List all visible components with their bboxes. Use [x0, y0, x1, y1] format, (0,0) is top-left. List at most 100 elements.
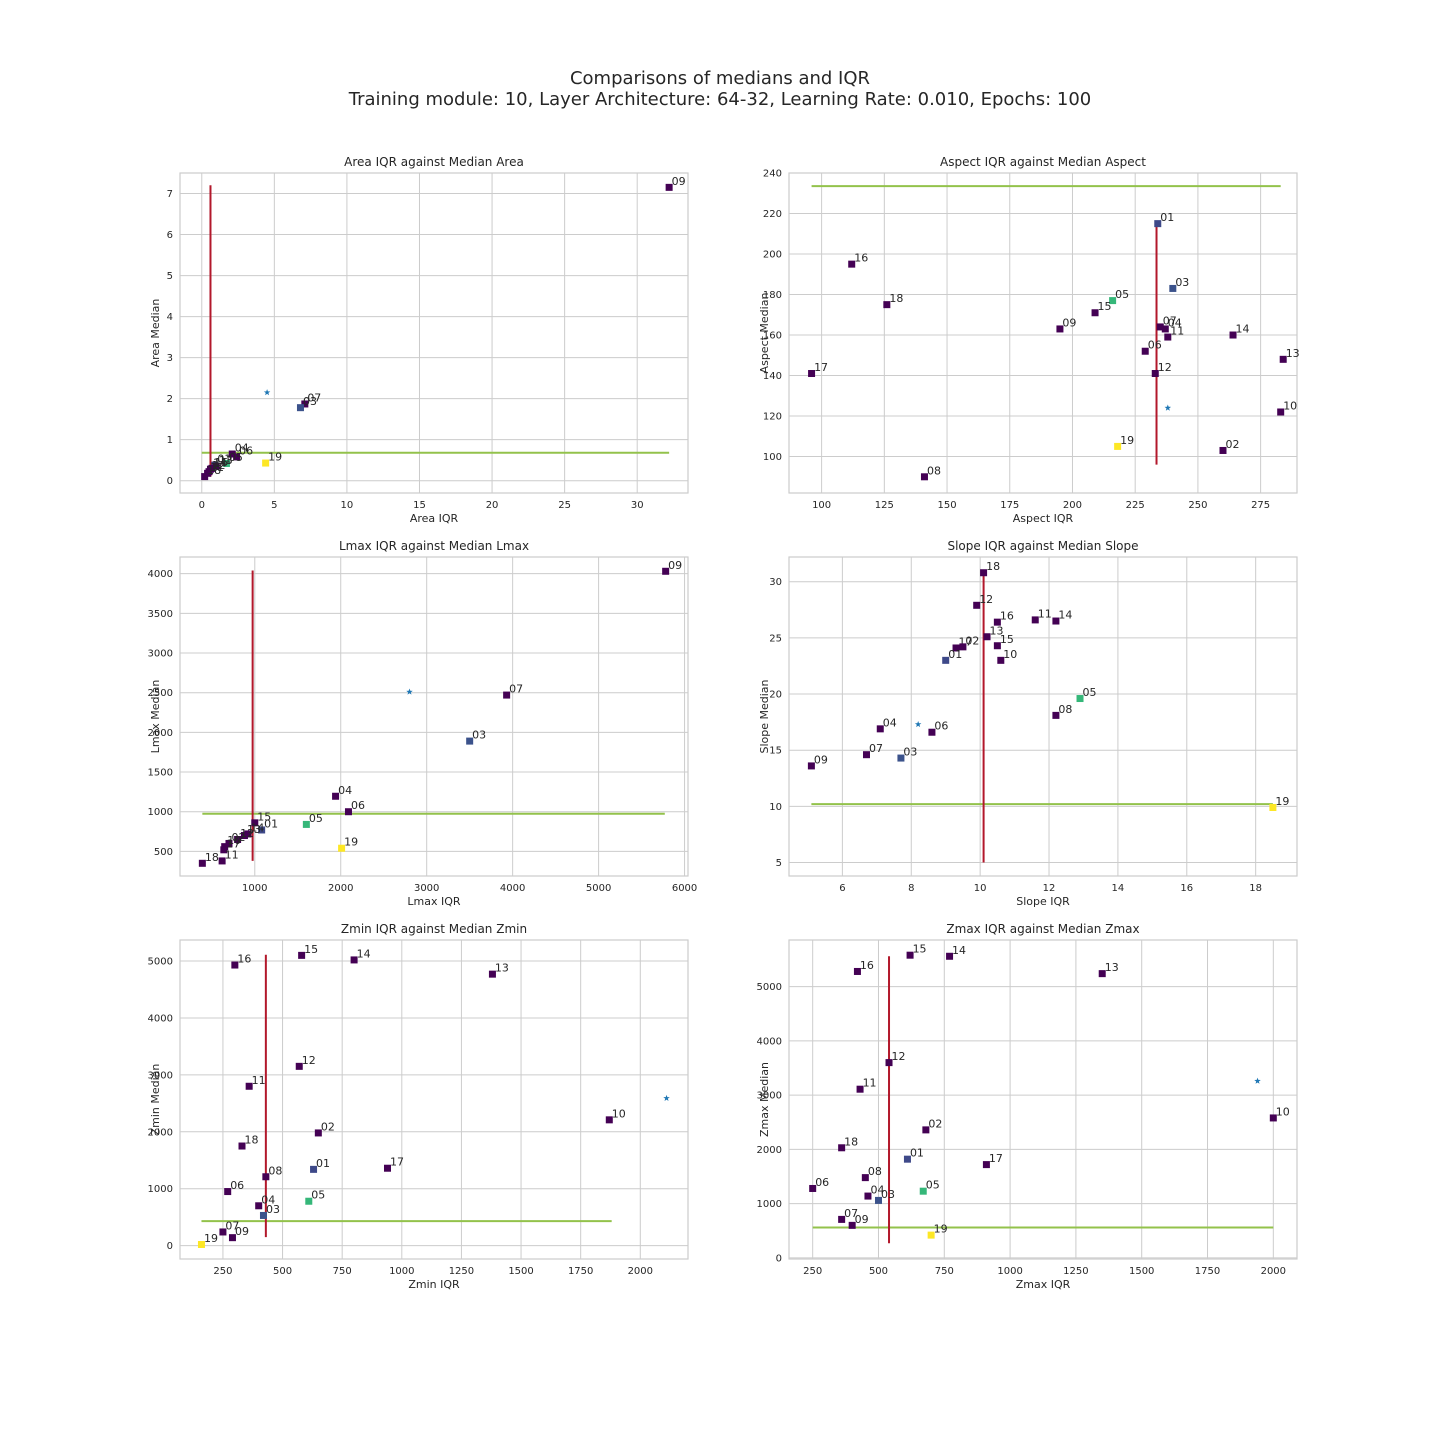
- data-point: [255, 1202, 263, 1210]
- data-point-label: 01: [948, 648, 962, 661]
- x-tick-label: 1000: [997, 1266, 1022, 1277]
- data-point-label: 18: [245, 1134, 259, 1147]
- y-tick-label: 0: [167, 476, 173, 487]
- y-tick-label: 200: [763, 250, 782, 261]
- data-point-label: 10: [1276, 1105, 1290, 1118]
- data-point: [338, 844, 346, 852]
- data-point: [982, 1161, 990, 1169]
- data-point-label: 01: [910, 1147, 924, 1160]
- y-tick-label: 160: [763, 331, 782, 342]
- data-point: [231, 961, 239, 969]
- data-point: [903, 1155, 911, 1163]
- data-point-label: 08: [927, 464, 941, 477]
- data-point: [861, 1174, 869, 1182]
- y-tick-label: 4000: [757, 1036, 782, 1047]
- data-point-label: 10: [1003, 648, 1017, 661]
- data-point-label: 01: [217, 453, 231, 466]
- y-axis-label: Lmax Median: [149, 680, 162, 754]
- x-tick-label: 2000: [628, 1266, 653, 1277]
- data-point-label: 02: [321, 1120, 335, 1133]
- data-point: [228, 450, 236, 458]
- y-tick-label: 1000: [148, 1184, 173, 1195]
- data-point: [1091, 309, 1099, 317]
- data-point-label: 13: [495, 962, 509, 975]
- subplot-3: 1000 2000 3000 4000 5000 6000 500 1000 1500 2000 2…: [148, 539, 698, 908]
- data-point: [234, 835, 242, 843]
- x-tick-label: 125: [875, 500, 894, 511]
- data-point: [1052, 617, 1060, 625]
- x-tick-label: 250: [213, 1266, 232, 1277]
- subplot-title: Zmax IQR against Median Zmax: [946, 922, 1139, 936]
- y-tick-label: 5: [776, 858, 782, 869]
- data-point-label: 04: [338, 784, 352, 797]
- x-tick-label: 6: [839, 883, 845, 894]
- data-point-label: 18: [889, 292, 903, 305]
- subplot-5: 250 500 750 1000 1250 1500 1750 2000 0 1000 2000 30…: [148, 922, 689, 1291]
- data-point-label: 03: [881, 1188, 895, 1201]
- subplot-title: Slope IQR against Median Slope: [947, 539, 1138, 553]
- data-point-label: 10: [227, 834, 241, 847]
- data-point-label: 11: [1170, 325, 1184, 338]
- y-tick-label: 3: [167, 353, 173, 364]
- x-tick-label: 1000: [242, 883, 267, 894]
- data-point: [1161, 325, 1169, 333]
- data-point: [922, 1126, 930, 1134]
- data-point-label: 12: [1158, 361, 1172, 374]
- data-point-label: 14: [250, 821, 264, 834]
- x-tick-label: 10: [974, 883, 987, 894]
- data-point-label: 14: [357, 947, 371, 960]
- star-marker: [1254, 1077, 1261, 1084]
- data-point-label: 09: [855, 1213, 869, 1226]
- data-point: [662, 567, 670, 575]
- data-point-label: 17: [814, 361, 828, 374]
- data-point-label: 03: [472, 729, 486, 742]
- data-point: [1219, 446, 1227, 454]
- data-point: [853, 967, 861, 975]
- y-tick-label: 140: [763, 371, 782, 382]
- data-point-label: 04: [870, 1184, 884, 1197]
- data-point-label: 19: [204, 1232, 218, 1245]
- data-point: [233, 453, 241, 461]
- data-point: [245, 1082, 253, 1090]
- x-tick-label: 25: [558, 500, 571, 511]
- data-point-label: 08: [868, 1165, 882, 1178]
- data-point-label: 16: [1000, 610, 1014, 623]
- data-point: [198, 859, 206, 867]
- data-point: [262, 1173, 270, 1181]
- data-point: [488, 970, 496, 978]
- star-marker: [263, 389, 271, 396]
- data-point-label: 04: [1168, 316, 1182, 329]
- figure-title-line-1: Comparisons of medians and IQR: [569, 68, 871, 89]
- x-tick-label: 250: [1188, 500, 1207, 511]
- data-point: [218, 857, 226, 865]
- x-axis-label: Slope IQR: [1016, 895, 1070, 908]
- data-point-label: 03: [303, 395, 317, 408]
- x-tick-label: 15: [413, 500, 426, 511]
- data-point-label: 02: [1225, 438, 1239, 451]
- y-tick-label: 240: [763, 169, 782, 180]
- x-tick-label: 3000: [414, 883, 439, 894]
- data-point-label: 02: [231, 831, 245, 844]
- x-tick-label: 10: [341, 500, 354, 511]
- data-point-label: 19: [934, 1223, 948, 1236]
- y-tick-label: 120: [763, 412, 782, 423]
- data-point: [219, 1228, 227, 1236]
- plot-frame: [788, 556, 1298, 877]
- y-axis-label: Zmax Median: [758, 1062, 771, 1137]
- y-tick-label: 3500: [148, 609, 173, 620]
- data-point: [605, 1116, 613, 1124]
- data-point-label: 16: [860, 959, 874, 972]
- data-point-label: 16: [237, 953, 251, 966]
- data-point-label: 03: [1175, 276, 1189, 289]
- data-point: [1151, 370, 1159, 378]
- data-point: [919, 1187, 927, 1195]
- y-tick-label: 0: [776, 1253, 782, 1264]
- data-point: [225, 839, 233, 847]
- data-point: [856, 1085, 864, 1093]
- data-point-label: 16: [854, 252, 868, 265]
- data-point: [983, 633, 991, 641]
- data-point-label: 15: [1000, 633, 1014, 646]
- x-tick-label: 20: [486, 500, 499, 511]
- data-point-label: 06: [815, 1176, 829, 1189]
- y-tick-label: 5000: [148, 957, 173, 968]
